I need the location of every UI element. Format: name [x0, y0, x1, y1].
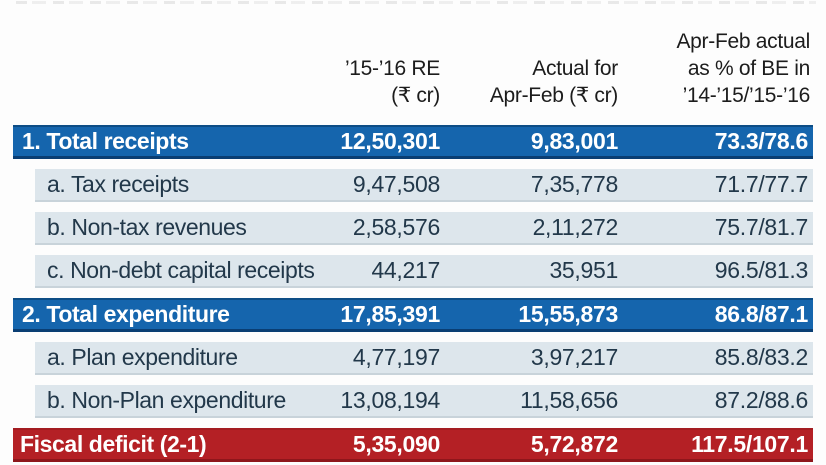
- value-pct: 85.8/83.2: [714, 344, 809, 370]
- table-row-total-receipts: 1. Total receipts 12,50,301 9,83,001 73.…: [13, 125, 813, 159]
- value-actual: 35,951: [549, 257, 618, 283]
- row-label: Fiscal deficit (2-1): [20, 431, 207, 457]
- value-re: 12,50,301: [340, 128, 440, 154]
- value-actual: 2,11,272: [532, 214, 619, 240]
- header-pct-line1: Apr-Feb actual: [676, 30, 810, 53]
- value-pct: 71.7/77.7: [714, 171, 809, 197]
- row-label: a. Plan expenditure: [47, 344, 238, 370]
- header-actual-line2: Apr-Feb (₹ cr): [489, 84, 618, 107]
- table-header: ’15-’16 RE (₹ cr) Actual for Apr-Feb (₹ …: [13, 15, 813, 111]
- row-label: b. Non-Plan expenditure: [47, 387, 286, 413]
- value-actual: 15,55,873: [518, 301, 618, 327]
- value-pct: 86.8/87.1: [714, 301, 809, 327]
- header-col-pct: Apr-Feb actual as % of BE in ’14-’15/’15…: [676, 28, 810, 109]
- value-actual: 7,35,778: [530, 171, 618, 197]
- table-row-non-debt-capital-receipts: c. Non-debt capital receipts 44,217 35,9…: [35, 255, 813, 288]
- header-col-actual: Actual for Apr-Feb (₹ cr): [490, 55, 618, 109]
- value-actual: 3,97,217: [530, 344, 618, 370]
- value-pct: 96.5/81.3: [714, 257, 809, 283]
- table-row-total-expenditure: 2. Total expenditure 17,85,391 15,55,873…: [13, 298, 813, 332]
- header-actual-line1: Actual for: [532, 57, 618, 80]
- value-re: 44,217: [371, 257, 440, 283]
- header-pct-line2: as % of BE in: [687, 57, 810, 80]
- value-pct: 117.5/107.1: [691, 431, 808, 457]
- value-re: 13,08,194: [340, 387, 440, 413]
- cropped-text-remnant: [16, 0, 816, 8]
- fiscal-data-table: ’15-’16 RE (₹ cr) Actual for Apr-Feb (₹ …: [13, 15, 813, 462]
- value-pct: 73.3/78.6: [714, 128, 809, 154]
- value-actual: 11,58,656: [520, 387, 618, 413]
- header-pct-line3: ’14-’15/’15-’16: [682, 84, 811, 107]
- value-actual: 9,83,001: [530, 128, 618, 154]
- row-label: 2. Total expenditure: [22, 301, 230, 327]
- value-re: 17,85,391: [340, 301, 440, 327]
- value-re: 2,58,576: [352, 214, 440, 240]
- row-label: a. Tax receipts: [47, 171, 189, 197]
- header-col-re: ’15-’16 RE (₹ cr): [345, 55, 440, 109]
- table-row-fiscal-deficit: Fiscal deficit (2-1) 5,35,090 5,72,872 1…: [13, 428, 813, 462]
- row-label: 1. Total receipts: [22, 128, 189, 154]
- value-pct: 87.2/88.6: [714, 387, 809, 413]
- row-label: c. Non-debt capital receipts: [47, 257, 315, 283]
- table-row-plan-expenditure: a. Plan expenditure 4,77,197 3,97,217 85…: [35, 342, 813, 375]
- table-row-tax-receipts: a. Tax receipts 9,47,508 7,35,778 71.7/7…: [35, 169, 813, 202]
- row-label: b. Non-tax revenues: [47, 214, 247, 240]
- header-re-line1: ’15-’16 RE: [344, 57, 440, 80]
- header-re-line2: (₹ cr): [391, 84, 440, 107]
- value-re: 9,47,508: [352, 171, 440, 197]
- value-re: 4,77,197: [352, 344, 440, 370]
- table-row-non-plan-expenditure: b. Non-Plan expenditure 13,08,194 11,58,…: [35, 385, 813, 418]
- table-row-non-tax-revenues: b. Non-tax revenues 2,58,576 2,11,272 75…: [35, 212, 813, 245]
- value-re: 5,35,090: [352, 431, 440, 457]
- value-pct: 75.7/81.7: [714, 214, 809, 240]
- value-actual: 5,72,872: [530, 431, 618, 457]
